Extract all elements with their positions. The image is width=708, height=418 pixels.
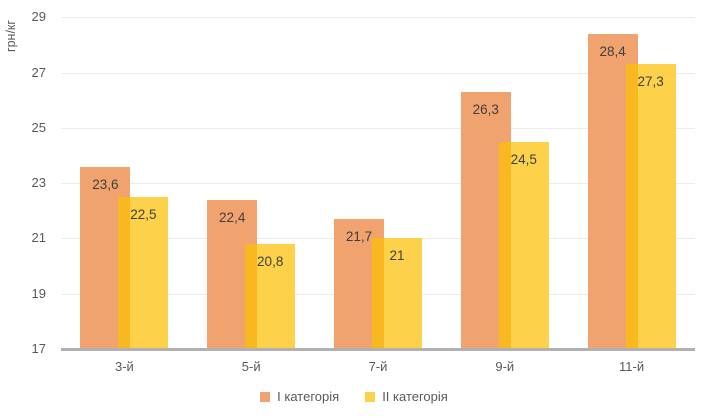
bar-category-2 xyxy=(498,141,549,349)
x-tick-label: 7-й xyxy=(368,359,388,374)
bar-category-2 xyxy=(372,238,422,349)
bar-value-label: 20,8 xyxy=(257,253,284,269)
gridline xyxy=(61,127,695,129)
legend-item-2: ІІ категорія xyxy=(365,390,448,404)
bar-value-label: 22,4 xyxy=(219,209,246,225)
gridline xyxy=(61,183,695,185)
bar-category-2 xyxy=(118,197,169,349)
y-tick-label: 17 xyxy=(31,341,46,356)
legend-swatch-icon xyxy=(260,392,271,402)
y-tick-label: 23 xyxy=(31,175,46,191)
legend-item-1: І категорія xyxy=(260,390,339,404)
x-tick-label: 9-й xyxy=(495,359,515,374)
y-tick-label: 19 xyxy=(31,285,46,301)
legend-label: ІІ категорія xyxy=(382,389,448,404)
bar-value-label: 22,5 xyxy=(130,207,157,223)
legend: І категорія ІІ категорія xyxy=(0,388,708,406)
bar-value-label: 23,6 xyxy=(92,176,119,192)
bar-value-label: 21,7 xyxy=(345,229,373,245)
x-tick-label: 5-й xyxy=(241,359,261,374)
bar-category-2 xyxy=(245,243,296,349)
bar-value-label: 28,4 xyxy=(599,43,626,59)
x-tick-label: 11-й xyxy=(619,359,645,374)
y-tick-label: 27 xyxy=(31,64,46,80)
bar-value-label: 26,3 xyxy=(472,102,499,117)
x-tick-label: 3-й xyxy=(114,359,134,374)
legend-swatch-icon xyxy=(365,392,376,402)
legend-label: І категорія xyxy=(277,389,340,404)
gridline xyxy=(61,17,695,19)
y-tick-label: 29 xyxy=(31,9,46,25)
x-axis-line xyxy=(61,347,695,351)
bar-value-label: 27,3 xyxy=(637,74,664,90)
bar-value-label: 21 xyxy=(389,248,405,264)
gridline xyxy=(61,72,695,74)
bar-value-label: 24,5 xyxy=(510,151,537,167)
y-tick-label: 25 xyxy=(31,119,46,135)
y-tick-label: 21 xyxy=(31,230,46,246)
bar-category-2 xyxy=(625,64,676,349)
